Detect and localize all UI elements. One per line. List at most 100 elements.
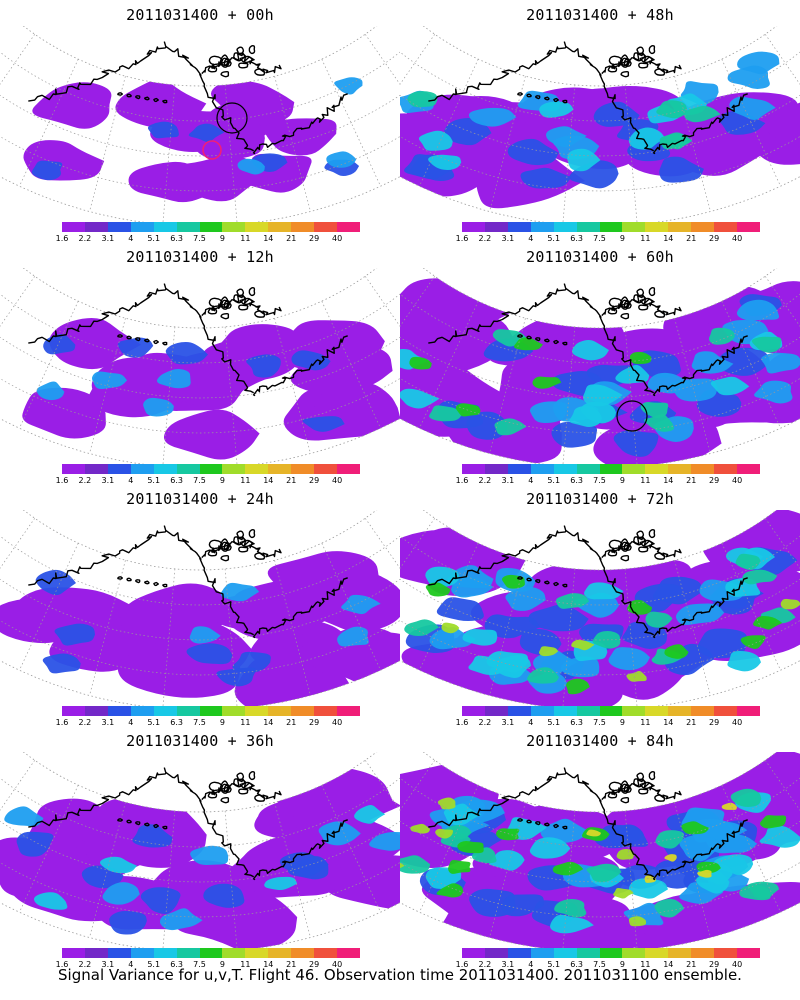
colorbar-label: 7.5 [593,960,606,969]
variance-region [489,850,525,871]
variance-region [407,91,438,108]
colorbar-label: 14 [263,718,274,727]
graticule [400,518,800,706]
variance-region [628,878,668,899]
variance-region [188,123,225,143]
colorbar-swatch [291,464,315,474]
colorbar-labels: 1.6 2.2 3.1 4 5.1 6.3 7.5 9 11 14 21 29 40 [40,960,370,970]
colorbar-label: 1.6 [455,960,469,969]
variance-region [681,821,710,835]
variance-map [400,26,800,222]
variance-region [16,831,54,857]
colorbar-label: 21 [686,718,697,727]
colorbar-swatch [107,948,132,958]
variance-region [727,650,761,672]
variance-region [729,96,776,120]
colorbar-swatch [245,222,269,232]
variance-map [0,510,400,706]
colorbar-swatch [599,222,623,232]
verification-circle [202,140,222,160]
colorbar-labels: 1.6 2.2 3.1 4 5.1 6.3 7.5 9 11 14 21 29 40 [40,476,370,486]
coastlines [428,283,748,397]
map-panel-24h: 2011031400 + 24h 1.6 2.2 3.1 4 5.1 6.3 7.5 9 11 14… [0,484,400,727]
colorbar-swatch [576,464,601,474]
colorbar-label: 40 [331,234,343,243]
colorbar-swatch [199,464,223,474]
graticule [0,518,400,706]
colorbar-label: 11 [240,476,251,485]
variance-region [640,402,669,419]
colorbar-swatch [107,464,132,474]
colorbar-swatch [622,222,646,232]
colorbar-label: 6.3 [170,960,183,969]
colorbar-labels: 1.6 2.2 3.1 4 5.1 6.3 7.5 9 11 14 21 29 40 [440,718,770,728]
variance-region [428,154,462,171]
colorbar-swatch [462,948,486,958]
variance-region [551,421,598,448]
variance-region [369,831,400,851]
colorbar-swatch [245,706,269,716]
colorbar-swatch [507,464,532,474]
variance-region [102,882,140,905]
colorbar-swatch [62,948,86,958]
variance-region [740,635,766,649]
colorbar-swatch [84,948,109,958]
colorbar-swatch [245,464,269,474]
variance-region [501,894,544,917]
variance-region [425,582,451,597]
colorbar-label: 40 [331,476,343,485]
colorbar-label: 5.1 [147,234,161,243]
colorbar-label: 1.6 [455,476,469,485]
variance-region [42,653,81,674]
variance-region [505,586,546,611]
variance-region [626,671,647,682]
colorbar-swatch [268,706,292,716]
variance-region [735,553,761,570]
graticule [0,760,400,948]
colorbar-swatch [245,948,269,958]
variance-region [210,79,295,125]
colorbar-swatch [337,464,361,474]
variance-region [186,643,233,665]
colorbar-swatch [484,948,509,958]
colorbar-swatch [176,464,201,474]
variance-region [429,405,463,422]
variance-region [302,416,345,432]
variance-region [32,82,112,129]
map-panel-48h: 2011031400 + 48h 1.6 2.2 3.1 4 5.1 6.3 7.5 9 11 14… [400,0,800,243]
variance-region [400,855,431,874]
variance-region [436,597,484,622]
colorbar-label: 5.1 [147,476,161,485]
colorbar-swatch [645,706,669,716]
colorbar-label: 6.3 [170,234,183,243]
colorbar-swatch [645,948,669,958]
variance-region [753,615,783,630]
variance-region [608,647,650,671]
colorbar-label: 9 [219,234,225,243]
colorbar-swatch [130,464,155,474]
variance-region [691,351,734,374]
figure-caption: Signal Variance for u,v,T. Flight 46. Ob… [58,966,742,984]
variance-region [264,876,298,891]
colorbar-swatch [553,706,578,716]
colorbar-swatch [691,706,715,716]
variance-region [441,622,460,634]
colorbar-swatch [691,464,715,474]
colorbar-swatch [553,222,578,232]
variance-map [0,26,400,222]
colorbar-swatch [222,222,246,232]
colorbar-label: 1.6 [55,718,69,727]
variance-region [742,569,778,585]
variance-region [622,621,668,649]
colorbar-label: 29 [309,960,320,969]
colorbar-swatch [599,948,623,958]
variance-region [494,418,527,436]
variance-region [334,77,363,95]
variance-region [593,101,640,127]
variance-region [400,388,440,409]
colorbar-label: 2.2 [478,960,492,969]
colorbar-swatch [462,464,486,474]
map-panel-60h: 2011031400 + 60h 1.6 2.2 3.1 4 5.1 6.3 7.5 9 11 14… [400,242,800,485]
colorbar-swatch [599,706,623,716]
colorbar-label: 6.3 [570,960,583,969]
